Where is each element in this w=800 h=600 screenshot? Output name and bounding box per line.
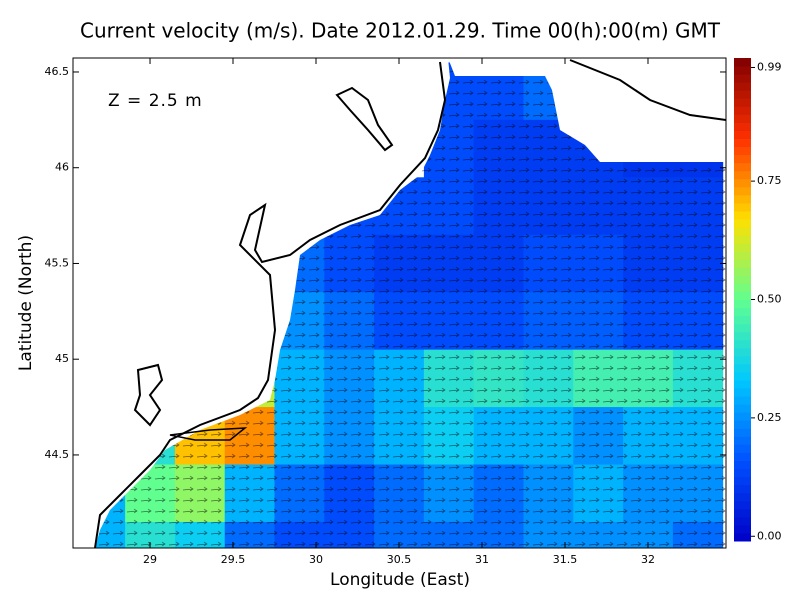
x-tick-label: 30.5 — [387, 553, 412, 566]
colorbar-step — [734, 476, 751, 486]
lagoon-outline — [133, 363, 164, 427]
x-tick-label: 31 — [475, 553, 489, 566]
colorbar-step — [734, 138, 751, 148]
colorbar-tick-label: 0.50 — [757, 293, 782, 306]
colorbar-step — [734, 524, 751, 534]
colorbar-step — [734, 251, 751, 260]
colorbar-step — [734, 299, 751, 309]
colorbar-step — [734, 355, 751, 365]
land-northeast — [448, 58, 726, 162]
colorbar-step — [734, 210, 751, 220]
colorbar-step — [734, 194, 751, 204]
colorbar-step — [734, 396, 751, 405]
colorbar-step — [734, 90, 751, 99]
colorbar-step — [734, 106, 751, 115]
colorbar-step — [734, 130, 751, 139]
colorbar-step — [734, 267, 751, 276]
colorbar-step — [734, 484, 751, 494]
x-axis-label: Longitude (East) — [330, 570, 470, 590]
colorbar-step — [734, 219, 751, 228]
y-axis-label: Latitude (North) — [16, 235, 36, 371]
x-tick-label: 29 — [143, 553, 157, 566]
y-tick-label: 45 — [55, 352, 69, 365]
y-tick-label: 46 — [55, 161, 69, 174]
colorbar-step — [734, 404, 751, 413]
colorbar-step — [734, 500, 751, 510]
colorbar-step — [734, 315, 751, 325]
overlay — [73, 58, 726, 548]
colorbar-step — [734, 154, 751, 164]
colorbar-tick-label: 0.25 — [757, 411, 782, 424]
colorbar-step — [734, 347, 751, 357]
colorbar-step — [734, 74, 751, 83]
land-west — [73, 58, 450, 548]
colorbar-step — [734, 170, 751, 180]
y-tick-label: 44.5 — [45, 448, 70, 461]
colorbar-step — [734, 259, 751, 268]
spit-outline — [169, 427, 248, 441]
chart-title: Current velocity (m/s). Date 2012.01.29.… — [80, 19, 721, 43]
colorbar-step — [734, 436, 751, 445]
colorbar-step — [734, 291, 751, 300]
x-tick-label: 30 — [309, 553, 323, 566]
colorbar: 0.00 0.25 0.50 0.75 0.99 — [734, 58, 782, 542]
colorbar-step — [734, 178, 751, 188]
colorbar-step — [734, 516, 751, 526]
colorbar-step — [734, 243, 751, 252]
colorbar-tick-label: 0.99 — [757, 60, 782, 73]
colorbar-step — [734, 428, 751, 437]
colorbar-step — [734, 532, 751, 542]
x-tick-label: 32 — [641, 553, 655, 566]
colorbar-step — [734, 412, 751, 421]
colorbar-step — [734, 460, 751, 470]
colorbar-step — [734, 146, 751, 156]
colorbar-step — [734, 82, 751, 91]
colorbar-step — [734, 323, 751, 333]
coastline-north — [569, 59, 726, 121]
colorbar-step — [734, 58, 751, 67]
colorbar-step — [734, 162, 751, 172]
colorbar-step — [734, 331, 751, 341]
colorbar-step — [734, 444, 751, 453]
colorbar-tick-label: 0.75 — [757, 174, 782, 187]
colorbar-step — [734, 202, 751, 212]
x-tick-label: 29.5 — [221, 553, 246, 566]
colorbar-tick-label: 0.00 — [757, 529, 782, 542]
colorbar-step — [734, 98, 751, 107]
colorbar-step — [734, 227, 751, 236]
colorbar-step — [734, 388, 751, 397]
colorbar-step — [734, 492, 751, 502]
colorbar-step — [734, 235, 751, 244]
coastline — [94, 61, 447, 548]
depth-annotation: Z = 2.5 m — [108, 91, 203, 111]
colorbar-step — [734, 307, 751, 317]
colorbar-step — [734, 508, 751, 518]
colorbar-step — [734, 275, 751, 284]
colorbar-step — [734, 380, 751, 389]
x-tick-label: 31.5 — [553, 553, 578, 566]
colorbar-step — [734, 452, 751, 461]
colorbar-step — [734, 283, 751, 292]
colorbar-step — [734, 114, 751, 123]
colorbar-step — [734, 122, 751, 131]
colorbar-step — [734, 420, 751, 429]
colorbar-step — [734, 186, 751, 196]
colorbar-step — [734, 371, 751, 381]
y-tick-label: 45.5 — [45, 256, 70, 269]
colorbar-step — [734, 363, 751, 373]
colorbar-step — [734, 66, 751, 75]
lake-outline — [335, 86, 394, 152]
y-tick-label: 46.5 — [45, 65, 70, 78]
colorbar-step — [734, 468, 751, 478]
colorbar-step — [734, 339, 751, 349]
